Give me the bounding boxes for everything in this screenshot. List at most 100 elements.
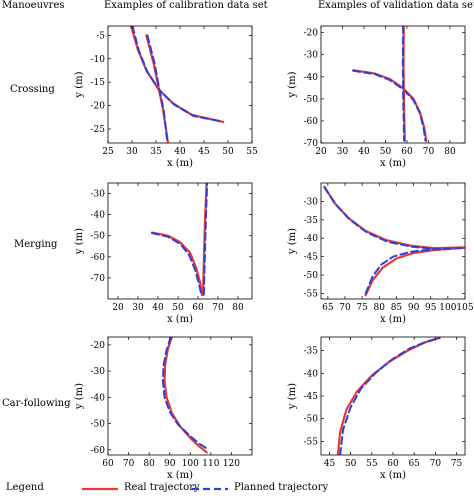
- x-tick-label: 100: [182, 459, 199, 469]
- y-tick-label: -40: [91, 393, 106, 403]
- calibration-header: Examples of calibration data set: [104, 0, 268, 11]
- y-tick-label: -50: [91, 420, 106, 430]
- x-tick-label: 35: [150, 147, 162, 157]
- y-tick-label: -25: [91, 125, 106, 135]
- x-tick-label: 80: [374, 303, 386, 313]
- x-tick-label: 70: [123, 459, 135, 469]
- x-tick-label: 50: [222, 147, 234, 157]
- panel-car-following-validation: 45 50 55 60 65 70 75 -35 -40 -45 -50 -55 x (m) y (m): [287, 336, 466, 481]
- x-tick-label: 85: [391, 303, 403, 313]
- x-tick-label: 40: [174, 147, 186, 157]
- x-axis-label: x (m): [380, 470, 406, 481]
- y-tick-label: -50: [304, 271, 319, 281]
- x-tick-label: 80: [143, 459, 155, 469]
- y-axis-label: y (m): [74, 383, 85, 410]
- x-tick-label: 30: [126, 147, 138, 157]
- y-tick-label: -20: [91, 102, 106, 112]
- y-axis-label: y (m): [74, 71, 85, 98]
- planned-trajectory-line: [146, 34, 169, 143]
- x-tick-label: 45: [198, 147, 210, 157]
- real-trajectory-line: [129, 26, 225, 123]
- x-tick-label: 75: [356, 303, 368, 313]
- x-tick-label: 95: [425, 303, 437, 313]
- x-axis-label: x (m): [167, 158, 193, 169]
- y-tick-label: -50: [304, 95, 319, 105]
- x-tick-label: 105: [456, 303, 473, 313]
- x-tick-label: 30: [337, 147, 349, 157]
- x-tick-label: 40: [358, 147, 370, 157]
- planned-trajectory-line: [352, 69, 427, 142]
- y-tick-label: -40: [304, 234, 319, 244]
- y-tick-label: -50: [304, 415, 319, 425]
- real-trajectory-line: [364, 246, 465, 297]
- panel-crossing-validation: 20 30 40 50 60 70 80 -20 -30 -40 -50 -60 -70 x (m) y (…: [287, 25, 466, 169]
- x-tick-label: 120: [223, 459, 240, 469]
- x-tick-label: 80: [232, 303, 244, 313]
- x-tick-label: 20: [112, 303, 124, 313]
- y-tick-label: -20: [91, 341, 106, 351]
- y-tick-label: -35: [304, 216, 319, 226]
- y-tick-label: -55: [304, 437, 319, 447]
- y-tick-label: -10: [91, 55, 106, 65]
- panel-merging-calibration: 20 30 40 50 60 70 80 -30 -40 -50 -60 -70 x (m) y (m): [74, 182, 253, 325]
- planned-trajectory-line: [202, 183, 209, 296]
- planned-trajectory-line: [339, 337, 441, 455]
- planned-trajectory-line: [131, 26, 224, 123]
- x-axis-label: x (m): [380, 314, 406, 325]
- y-tick-label: -30: [91, 367, 106, 377]
- legend-real-label: Real trajectory: [124, 482, 200, 493]
- x-tick-label: 50: [172, 303, 184, 313]
- panel-car-following-calibration: 60 70 80 90 100 110 120 -20 -30 -40 -50 -60 x (m) y (…: [74, 336, 253, 481]
- y-tick-label: -70: [304, 139, 319, 149]
- y-tick-label: -5: [96, 31, 105, 41]
- x-tick-label: 30: [132, 303, 144, 313]
- row-label-car-following: Car-following: [2, 398, 71, 409]
- axes-frame: [320, 182, 466, 300]
- x-tick-label: 65: [322, 303, 334, 313]
- x-tick-label: 60: [102, 459, 114, 469]
- y-axis-label: y (m): [74, 228, 85, 255]
- y-tick-label: -20: [304, 29, 319, 39]
- real-trajectory-line: [163, 337, 208, 454]
- row-label-merging: Merging: [14, 239, 58, 250]
- planned-trajectory-line: [401, 26, 406, 142]
- x-tick-label: 25: [102, 147, 114, 157]
- y-tick-label: -60: [304, 117, 319, 127]
- y-tick-label: -15: [91, 78, 106, 88]
- real-trajectory-line: [323, 185, 465, 250]
- legend-real-swatch: [82, 487, 118, 491]
- y-tick-label: -35: [304, 347, 319, 357]
- y-tick-label: -45: [304, 392, 319, 402]
- x-tick-label: 90: [408, 303, 420, 313]
- planned-trajectory-line: [151, 232, 203, 296]
- y-axis-label: y (m): [287, 383, 298, 410]
- validation-header: Examples of validation data set: [318, 0, 474, 11]
- y-tick-label: -30: [91, 190, 106, 200]
- x-tick-label: 60: [192, 303, 204, 313]
- legend-title: Legend: [6, 482, 44, 493]
- planned-trajectory-line: [161, 337, 210, 451]
- y-tick-label: -60: [91, 446, 106, 456]
- y-tick-label: -40: [91, 211, 106, 221]
- axes-frame: [107, 182, 253, 300]
- x-tick-label: 55: [246, 147, 258, 157]
- x-axis-label: x (m): [167, 314, 193, 325]
- y-axis-label: y (m): [287, 71, 298, 98]
- x-tick-label: 50: [380, 147, 392, 157]
- manoeuvres-header: Manoeuvres: [2, 0, 65, 11]
- y-tick-label: -45: [304, 253, 319, 263]
- y-axis-label: y (m): [287, 228, 298, 255]
- x-tick-label: 50: [345, 459, 357, 469]
- legend-planned-swatch: [192, 487, 228, 491]
- x-tick-label: 55: [366, 459, 378, 469]
- y-tick-label: -60: [91, 253, 106, 263]
- planned-trajectory-line: [364, 246, 465, 295]
- axes-frame: [107, 25, 253, 144]
- panel-crossing-calibration: 25 30 35 40 45 50 55 -5 -10 -15 -20 -25 x (m) y (m): [74, 25, 258, 169]
- planned-trajectory-line: [323, 186, 465, 250]
- real-trajectory-line: [150, 231, 204, 296]
- x-tick-label: 60: [387, 459, 399, 469]
- x-axis-label: x (m): [380, 158, 406, 169]
- x-tick-label: 70: [423, 147, 435, 157]
